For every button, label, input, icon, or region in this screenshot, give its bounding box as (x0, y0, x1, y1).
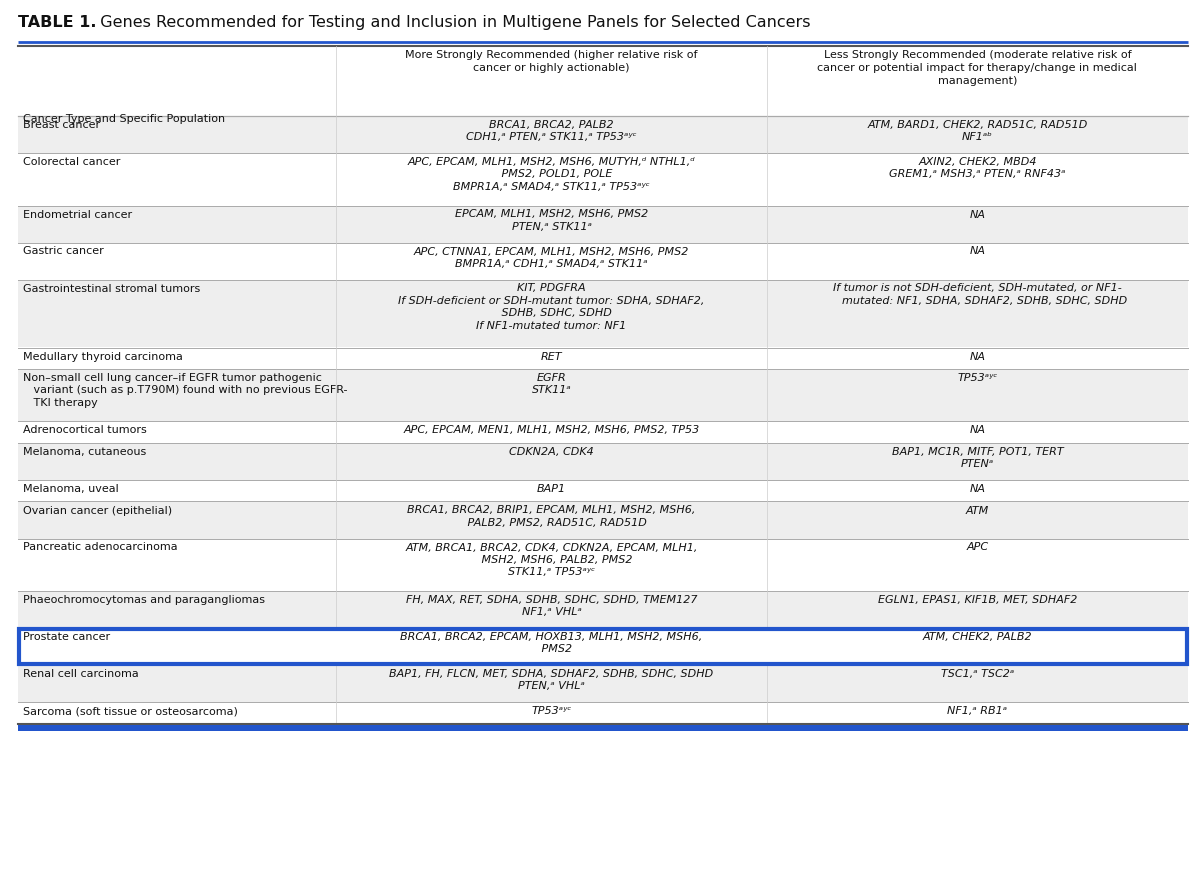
Bar (18, 280, 1188, 348)
Text: BAP1, MC1R, MITF, POT1, TERT
PTENᵃ: BAP1, MC1R, MITF, POT1, TERT PTENᵃ (892, 447, 1063, 469)
Text: TP53ᵃʸᶜ: TP53ᵃʸᶜ (958, 373, 997, 383)
Text: Prostate cancer: Prostate cancer (23, 632, 110, 642)
Text: EGFR
STK11ᵃ: EGFR STK11ᵃ (532, 373, 571, 395)
Text: FH, MAX, RET, SDHA, SDHB, SDHC, SDHD, TMEM127
NF1,ᵃ VHLᵃ: FH, MAX, RET, SDHA, SDHB, SDHC, SDHD, TM… (406, 595, 697, 617)
Text: Phaeochromocytomas and paragangliomas: Phaeochromocytomas and paragangliomas (23, 595, 265, 605)
Text: TSC1,ᵃ TSC2ᵃ: TSC1,ᵃ TSC2ᵃ (941, 669, 1014, 679)
Text: APC, EPCAM, MLH1, MSH2, MSH6, MUTYH,ᵈ NTHL1,ᵈ
   PMS2, POLD1, POLE
BMPR1A,ᵃ SMAD: APC, EPCAM, MLH1, MSH2, MSH6, MUTYH,ᵈ NT… (408, 157, 695, 191)
Text: NA: NA (970, 351, 985, 362)
Text: NA: NA (970, 246, 985, 256)
Text: ATM: ATM (966, 505, 989, 516)
Text: Pancreatic adenocarcinoma: Pancreatic adenocarcinoma (23, 543, 178, 552)
Text: RET: RET (541, 351, 563, 362)
Text: ATM, CHEK2, PALB2: ATM, CHEK2, PALB2 (923, 632, 1032, 642)
Text: More Strongly Recommended (higher relative risk of
cancer or highly actionable): More Strongly Recommended (higher relati… (406, 50, 697, 73)
Bar (18, 665, 1188, 702)
Text: TP53ᵃʸᶜ: TP53ᵃʸᶜ (532, 706, 571, 716)
Text: BRCA1, BRCA2, PALB2
CDH1,ᵃ PTEN,ᵃ STK11,ᵃ TP53ᵃʸᶜ: BRCA1, BRCA2, PALB2 CDH1,ᵃ PTEN,ᵃ STK11,… (467, 120, 637, 142)
Bar (18, 369, 1188, 421)
Bar (18, 702, 1188, 724)
Text: BAP1: BAP1 (536, 484, 566, 494)
Text: NF1,ᵃ RB1ᵃ: NF1,ᵃ RB1ᵃ (947, 706, 1008, 716)
Bar (18, 242, 1188, 280)
Bar (18, 421, 1188, 443)
Text: Cancer Type and Specific Population: Cancer Type and Specific Population (23, 114, 226, 124)
Text: NA: NA (970, 426, 985, 435)
Text: APC: APC (966, 543, 989, 552)
Text: ATM, BARD1, CHEK2, RAD51C, RAD51D
NF1ᵃᵇ: ATM, BARD1, CHEK2, RAD51C, RAD51D NF1ᵃᵇ (868, 120, 1087, 142)
Bar (18, 725, 1188, 731)
Text: CDKN2A, CDK4: CDKN2A, CDK4 (509, 447, 594, 457)
Text: APC, CTNNA1, EPCAM, MLH1, MSH2, MSH6, PMS2
BMPR1A,ᵃ CDH1,ᵃ SMAD4,ᵃ STK11ᵃ: APC, CTNNA1, EPCAM, MLH1, MSH2, MSH6, PM… (414, 246, 689, 269)
Text: NA: NA (970, 484, 985, 494)
Text: BAP1, FH, FLCN, MET, SDHA, SDHAF2, SDHB, SDHC, SDHD
PTEN,ᵃ VHLᵃ: BAP1, FH, FLCN, MET, SDHA, SDHAF2, SDHB,… (389, 669, 714, 691)
Bar (18, 480, 1188, 502)
Text: ATM, BRCA1, BRCA2, CDK4, CDKN2A, EPCAM, MLH1,
   MSH2, MSH6, PALB2, PMS2
STK11,ᵃ: ATM, BRCA1, BRCA2, CDK4, CDKN2A, EPCAM, … (406, 543, 697, 578)
Text: Medullary thyroid carcinoma: Medullary thyroid carcinoma (23, 351, 182, 362)
Text: Gastric cancer: Gastric cancer (23, 246, 103, 256)
Bar (18, 205, 1188, 242)
Text: EGLN1, EPAS1, KIF1B, MET, SDHAF2: EGLN1, EPAS1, KIF1B, MET, SDHAF2 (877, 595, 1078, 605)
Text: Non–small cell lung cancer–if EGFR tumor pathogenic
   variant (such as p.T790M): Non–small cell lung cancer–if EGFR tumor… (23, 373, 348, 408)
Bar (18, 153, 1188, 205)
Text: TABLE 1.: TABLE 1. (18, 15, 96, 30)
Bar (18, 116, 1188, 153)
Text: AXIN2, CHEK2, MBD4
GREM1,ᵃ MSH3,ᵃ PTEN,ᵃ RNF43ᵃ: AXIN2, CHEK2, MBD4 GREM1,ᵃ MSH3,ᵃ PTEN,ᵃ… (889, 157, 1066, 179)
Text: Gastrointestinal stromal tumors: Gastrointestinal stromal tumors (23, 283, 200, 294)
Text: Endometrial cancer: Endometrial cancer (23, 210, 132, 219)
Text: EPCAM, MLH1, MSH2, MSH6, PMS2
PTEN,ᵃ STK11ᵃ: EPCAM, MLH1, MSH2, MSH6, PMS2 PTEN,ᵃ STK… (455, 210, 648, 232)
Text: Melanoma, uveal: Melanoma, uveal (23, 484, 119, 494)
Text: KIT, PDGFRA
If SDH-deficient or SDH-mutant tumor: SDHA, SDHAF2,
   SDHB, SDHC, S: KIT, PDGFRA If SDH-deficient or SDH-muta… (398, 283, 704, 330)
Text: BRCA1, BRCA2, EPCAM, HOXB13, MLH1, MSH2, MSH6,
   PMS2: BRCA1, BRCA2, EPCAM, HOXB13, MLH1, MSH2,… (401, 632, 703, 655)
Text: NA: NA (970, 210, 985, 219)
Text: APC, EPCAM, MEN1, MLH1, MSH2, MSH6, PMS2, TP53: APC, EPCAM, MEN1, MLH1, MSH2, MSH6, PMS2… (403, 426, 700, 435)
Text: Genes Recommended for Testing and Inclusion in Multigene Panels for Selected Can: Genes Recommended for Testing and Inclus… (90, 15, 810, 30)
Text: Less Strongly Recommended (moderate relative risk of
cancer or potential impact : Less Strongly Recommended (moderate rela… (817, 50, 1138, 86)
Text: Adrenocortical tumors: Adrenocortical tumors (23, 426, 146, 435)
Bar (19, 629, 1187, 664)
Text: If tumor is not SDH-deficient, SDH-mutated, or NF1-
    mutated: NF1, SDHA, SDHA: If tumor is not SDH-deficient, SDH-mutat… (828, 283, 1127, 306)
Text: Renal cell carcinoma: Renal cell carcinoma (23, 669, 139, 679)
Text: BRCA1, BRCA2, BRIP1, EPCAM, MLH1, MSH2, MSH6,
   PALB2, PMS2, RAD51C, RAD51D: BRCA1, BRCA2, BRIP1, EPCAM, MLH1, MSH2, … (407, 505, 696, 528)
Bar (18, 443, 1188, 480)
Bar (18, 628, 1188, 665)
Text: Sarcoma (soft tissue or osteosarcoma): Sarcoma (soft tissue or osteosarcoma) (23, 706, 238, 716)
Text: Colorectal cancer: Colorectal cancer (23, 157, 120, 167)
Bar (18, 502, 1188, 538)
Text: Breast cancer: Breast cancer (23, 120, 100, 130)
Bar (18, 348, 1188, 369)
Bar (18, 591, 1188, 628)
Text: Ovarian cancer (epithelial): Ovarian cancer (epithelial) (23, 505, 172, 516)
Bar (18, 538, 1188, 591)
Text: Melanoma, cutaneous: Melanoma, cutaneous (23, 447, 146, 457)
